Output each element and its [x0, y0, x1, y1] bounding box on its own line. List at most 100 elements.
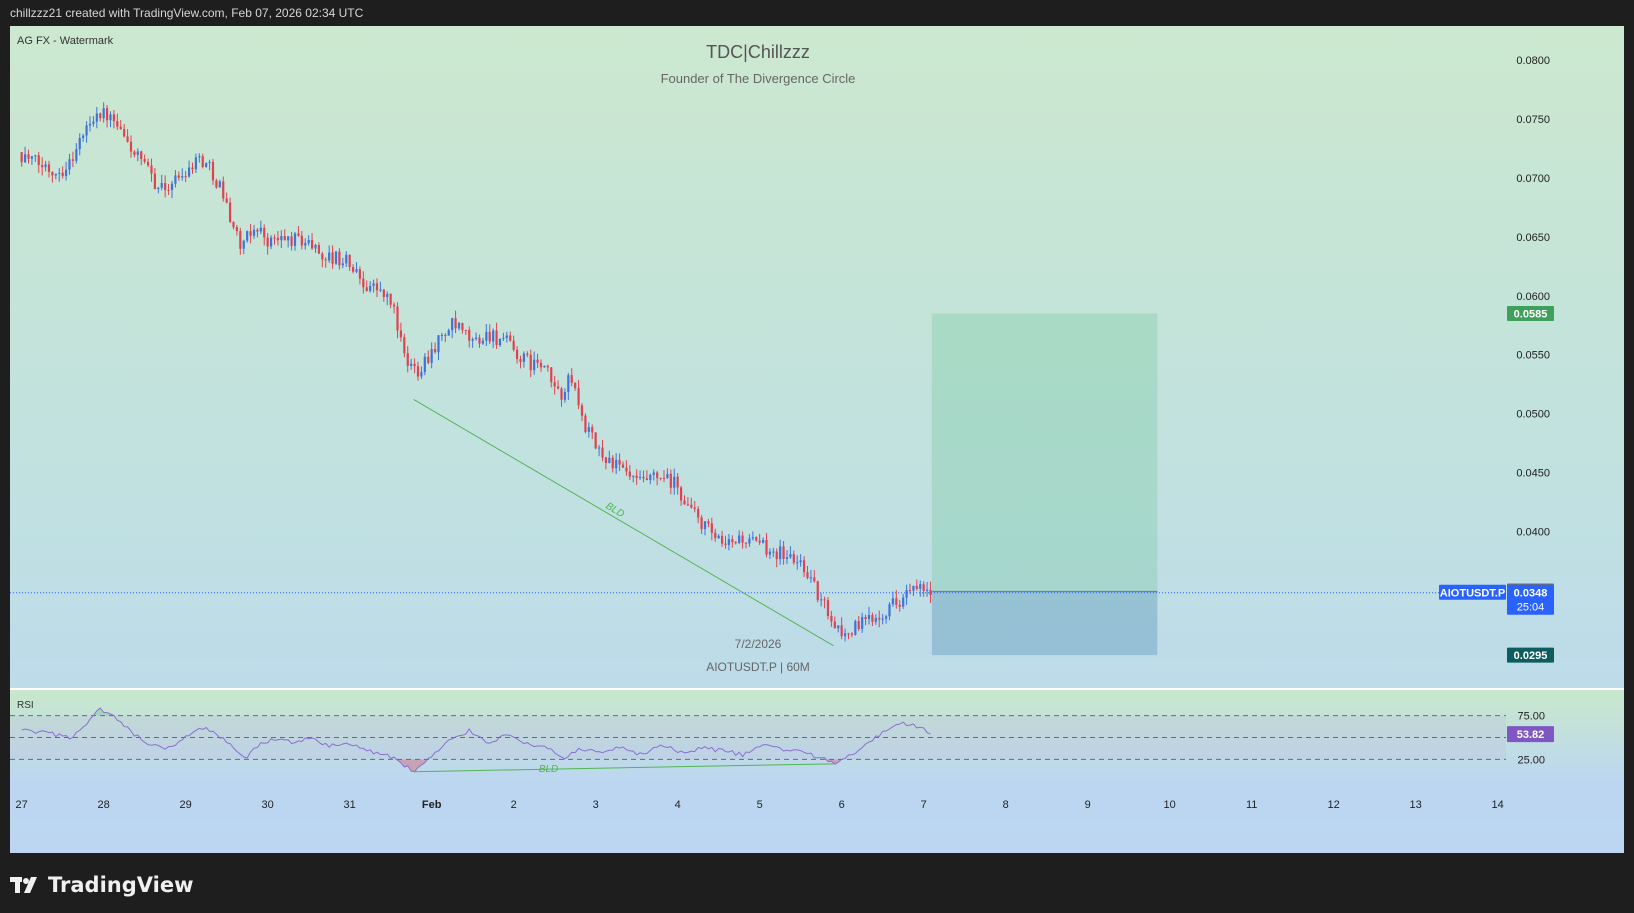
candle-body	[908, 590, 912, 592]
candle-body	[738, 535, 741, 543]
candle	[925, 581, 929, 597]
candle-body	[153, 173, 157, 190]
target-price-tag[interactable]: 0.0585	[1507, 305, 1554, 321]
candle-body	[95, 113, 98, 122]
candle	[697, 506, 700, 524]
candle-body	[399, 330, 403, 338]
candle	[526, 351, 529, 358]
candle-body	[416, 366, 420, 377]
candle	[492, 328, 495, 349]
stop-price-tag[interactable]: 0.0295	[1507, 647, 1554, 663]
candle-body	[748, 538, 751, 544]
candle-body	[54, 173, 57, 176]
candle	[597, 444, 601, 457]
footer-brand[interactable]: TradingView	[48, 873, 194, 897]
candle	[666, 468, 669, 479]
candle-body	[430, 348, 433, 363]
candle-body	[208, 161, 211, 163]
candle-body	[280, 236, 283, 241]
candle	[782, 540, 785, 565]
rsi-line[interactable]	[21, 707, 931, 773]
candle-body	[413, 363, 416, 367]
header-credit: chillzzz21 created with TradingView.com,…	[10, 6, 364, 20]
candle	[772, 547, 775, 558]
candle	[922, 581, 925, 597]
stop-price-tag-text: 0.0295	[1514, 650, 1548, 662]
rsi-divergence-line[interactable]	[413, 763, 834, 773]
price-axis-tick: 0.0700	[1516, 173, 1550, 185]
chart-canvas[interactable]: BLD 0.0800 0.0750 0.0700 0.0650 0.0600 0.0550…	[10, 26, 1624, 853]
candle	[867, 606, 871, 625]
candle	[584, 413, 587, 434]
candle-body	[20, 152, 23, 163]
candle	[64, 161, 68, 181]
candle-body	[300, 235, 303, 246]
rsi-value-tag[interactable]: 53.82	[1507, 726, 1554, 743]
candle-body	[772, 551, 775, 553]
candle-body	[556, 386, 560, 389]
rsi-oversold-fill	[407, 759, 412, 772]
candle	[71, 151, 75, 168]
rsi-overbought-fill	[96, 708, 101, 716]
candle-body	[529, 354, 532, 371]
candle-body	[700, 517, 703, 529]
candle-body	[468, 329, 471, 341]
candle	[399, 322, 403, 342]
candle	[369, 281, 372, 293]
long-position-target-zone[interactable]	[931, 313, 1158, 592]
candle	[304, 238, 307, 250]
candle-body	[512, 340, 515, 350]
candle	[915, 579, 918, 591]
current-price-tag[interactable]: 0.0348 25:04	[1507, 584, 1554, 615]
candle	[252, 224, 256, 240]
time-axis-area[interactable]	[10, 784, 1624, 818]
candle	[259, 220, 262, 235]
candle	[720, 530, 724, 547]
candle-body	[324, 259, 327, 261]
candle	[287, 235, 290, 248]
candle-body	[543, 365, 546, 368]
candle	[396, 302, 399, 339]
candle	[898, 599, 901, 612]
candle-body	[474, 337, 478, 340]
candle	[710, 517, 713, 541]
candle	[796, 555, 799, 570]
candle-body	[123, 129, 126, 137]
rsi-value-tag-text: 53.82	[1517, 729, 1545, 741]
candle	[570, 368, 573, 387]
candle-body	[840, 625, 843, 637]
price-axis-tick: 0.0550	[1516, 350, 1550, 362]
candle	[143, 154, 146, 164]
candle-body	[857, 621, 860, 629]
candle-body	[495, 330, 498, 346]
candle	[167, 183, 170, 196]
long-position-stop-zone[interactable]	[931, 591, 1158, 656]
candle-body	[505, 335, 508, 338]
candle	[864, 614, 867, 626]
candle-body	[157, 187, 160, 190]
candle	[485, 324, 488, 347]
candle	[758, 533, 761, 545]
candle	[116, 113, 119, 130]
candle-body	[591, 427, 594, 433]
candle-body	[922, 584, 925, 591]
watermark-title: TDC|Chillzzz	[706, 42, 810, 62]
candle-body	[584, 415, 587, 432]
tradingview-logo-icon[interactable]	[10, 876, 40, 894]
candle	[498, 338, 502, 347]
candle	[799, 554, 802, 567]
candle	[433, 342, 437, 354]
candle	[187, 160, 191, 178]
symbol-price-label[interactable]: AIOTUSDT.P	[1439, 584, 1506, 600]
candle	[105, 105, 109, 128]
candle	[331, 245, 334, 269]
candle	[61, 166, 64, 179]
price-divergence-line[interactable]	[413, 399, 834, 647]
candle-body	[608, 457, 611, 464]
candle-body	[553, 382, 556, 387]
candle-body	[710, 523, 713, 533]
candle-body	[201, 156, 204, 167]
candle	[300, 231, 303, 250]
candle	[413, 358, 416, 374]
candle-body	[792, 554, 795, 563]
